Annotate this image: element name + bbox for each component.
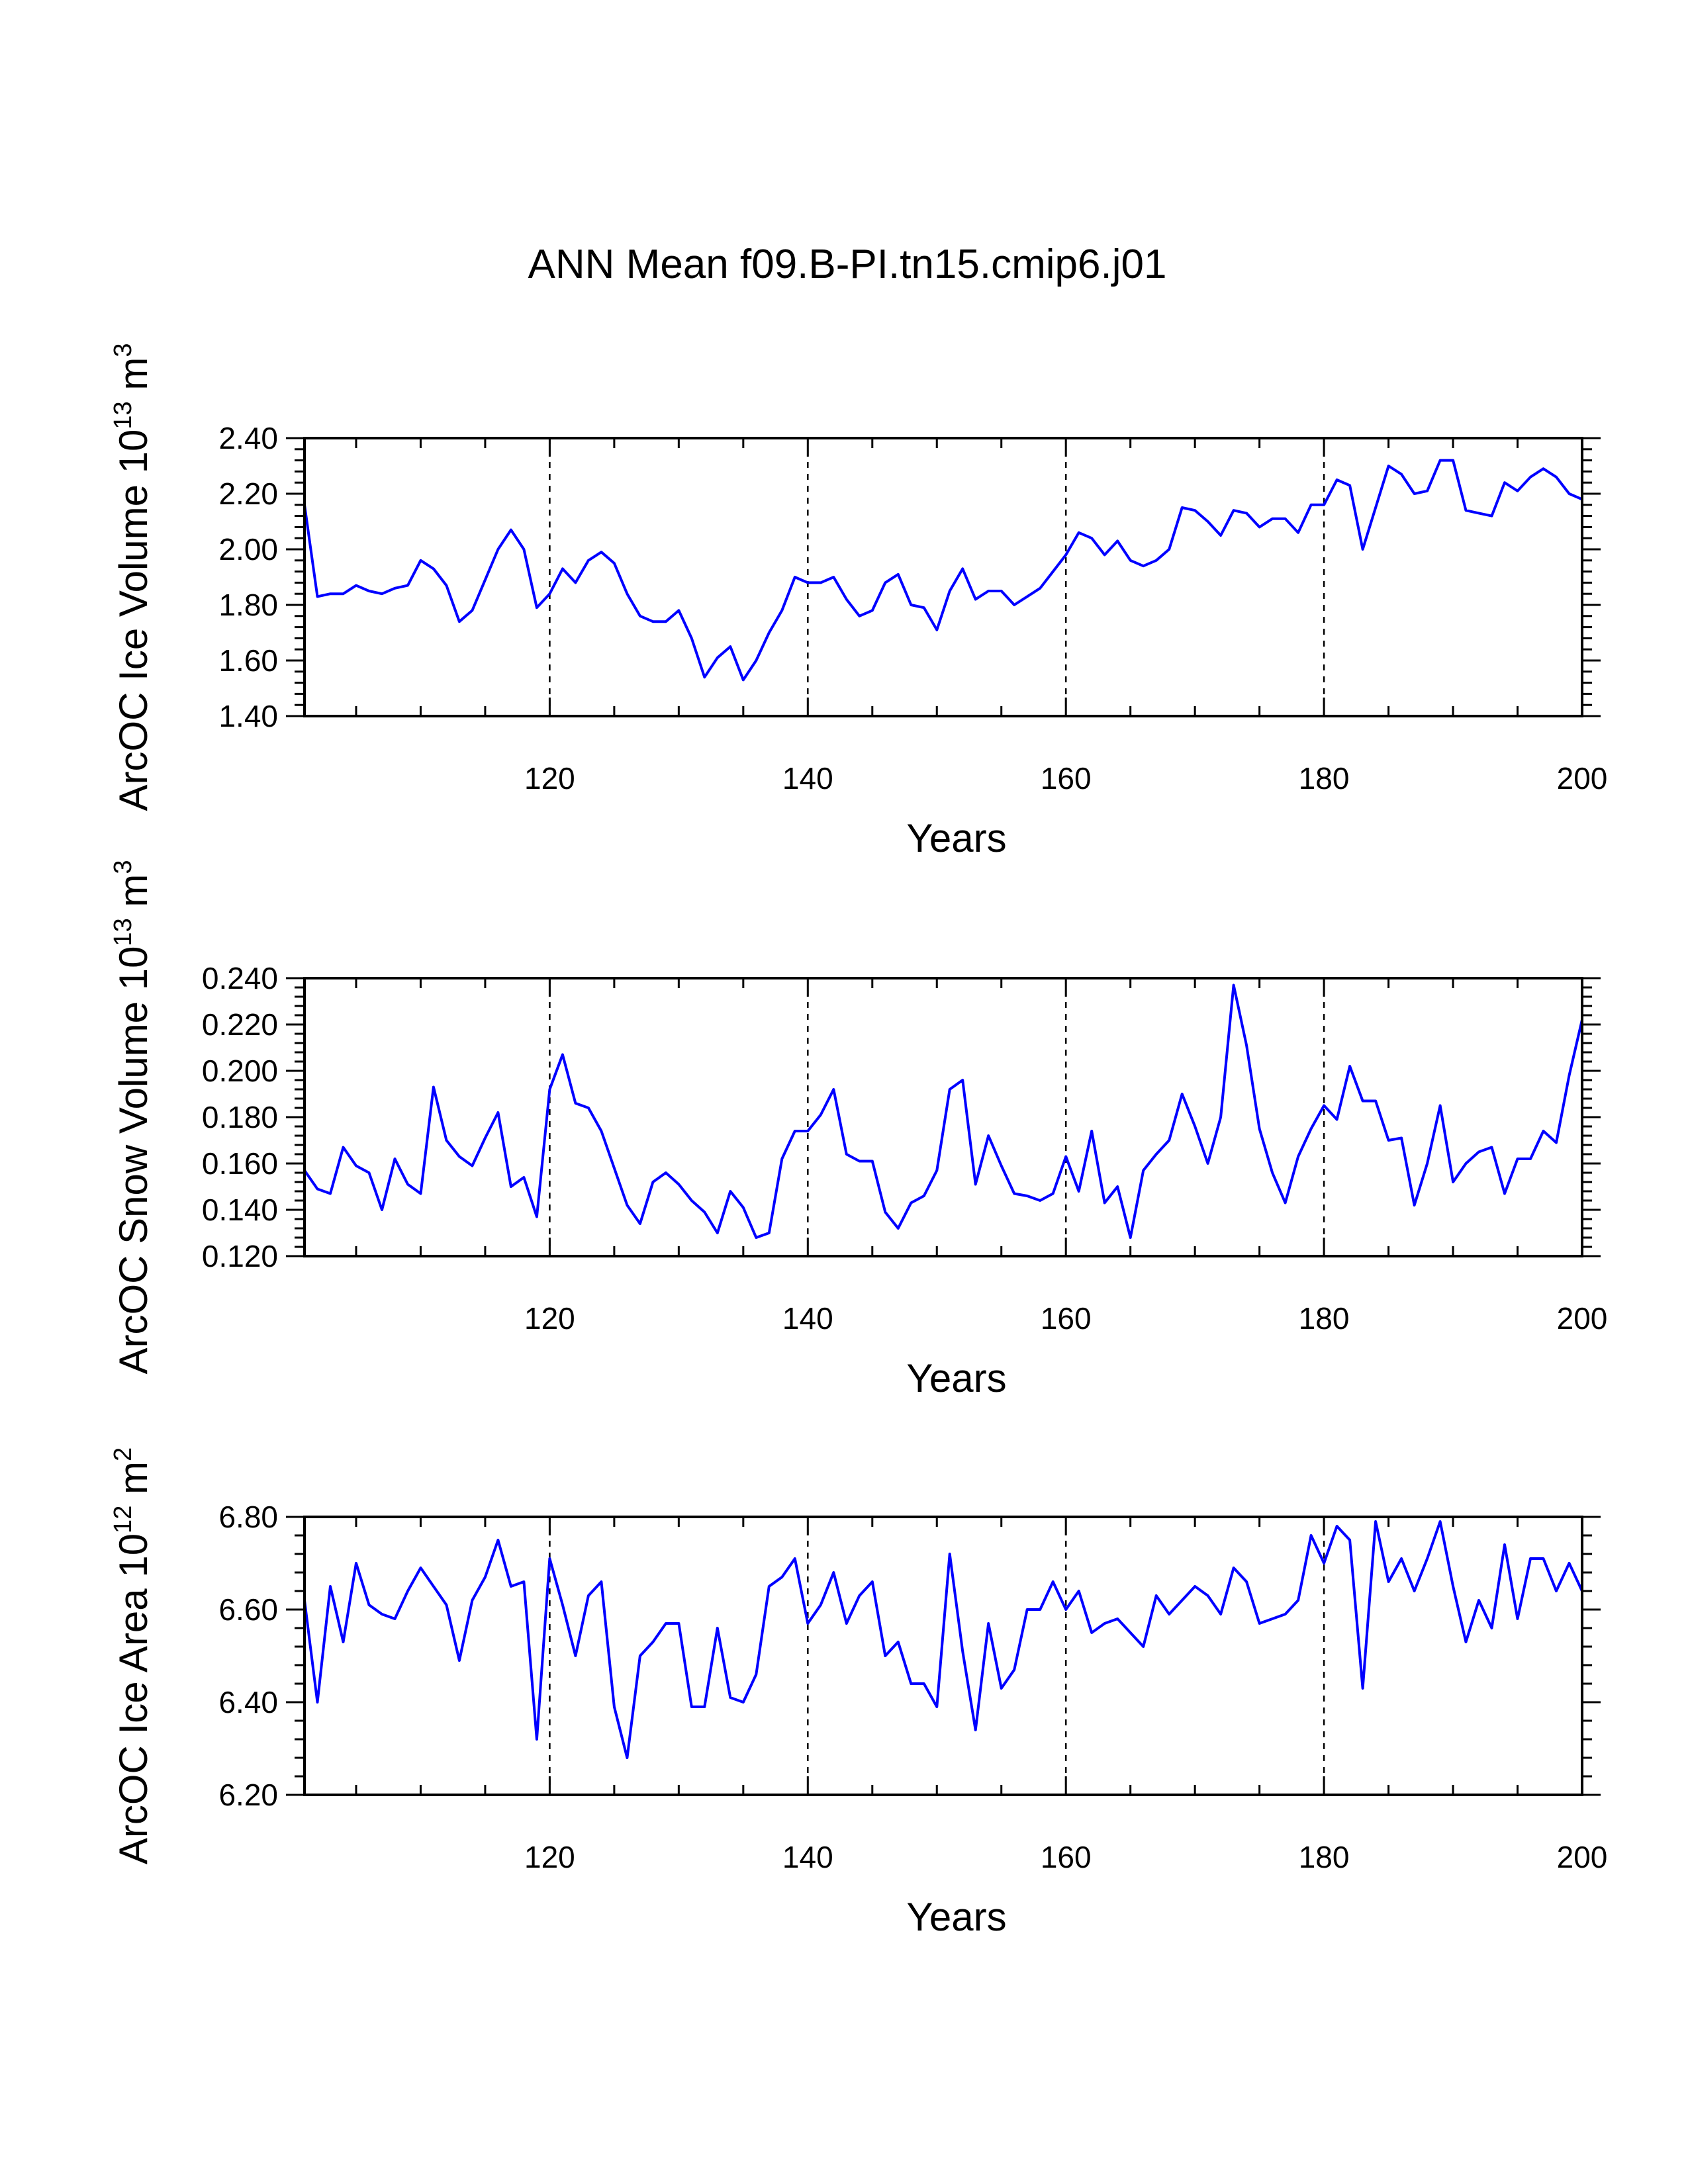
ice-area-y-title-base: ArcOC Ice Area 10 (111, 1533, 156, 1864)
ice-volume-y-tick-label: 1.40 (218, 699, 278, 733)
ice-area-x-tick-label: 140 (782, 1840, 833, 1874)
snow-volume-x-tick-label: 200 (1557, 1301, 1608, 1336)
ice-volume-y-tick-label: 2.40 (218, 421, 278, 455)
snow-volume-x-tick-label: 160 (1041, 1301, 1092, 1336)
ice-volume-y-tick-label: 1.80 (218, 588, 278, 622)
snow-volume-y-tick-label: 0.160 (202, 1146, 278, 1181)
ice-area-series-line (303, 1520, 1583, 1759)
snow-volume-y-axis-title: ArcOC Snow Volume 1013 m3 (109, 860, 156, 1374)
ice-area-y-title-exponent: 12 (109, 1506, 137, 1533)
ice-area-plot-frame (303, 1516, 1583, 1796)
ice-area-y-axis-title: ArcOC Ice Area 1012 m2 (109, 1447, 156, 1864)
ice-area-y-tick-label: 6.20 (218, 1778, 278, 1812)
figure-title: ANN Mean f09.B-PI.tn15.cmip6.j01 (528, 242, 1167, 287)
snow-volume-x-tick-label: 140 (782, 1301, 833, 1336)
ice-volume-y-tick-label: 2.00 (218, 532, 278, 567)
snow-volume-y-title-unit: m (111, 874, 156, 919)
snow-volume-y-tick-label: 0.180 (202, 1100, 278, 1134)
ice-volume-x-tick-label: 140 (782, 761, 833, 796)
snow-volume-y-title-exponent: 13 (109, 918, 137, 946)
snow-volume-y-tick-label: 0.120 (202, 1239, 278, 1273)
ice-area-panel: 120 140 160 180 200 6.20 6.40 6.60 6.80 Years ArcO… (109, 1447, 1607, 1939)
ice-area-y-tick-label: 6.40 (218, 1685, 278, 1719)
ice-volume-x-axis-title: Years (906, 816, 1006, 860)
snow-volume-x-tick-label: 120 (524, 1301, 575, 1336)
ice-volume-y-title-base: ArcOC Ice Volume 10 (111, 430, 156, 811)
snow-volume-y-tick-label: 0.140 (202, 1193, 278, 1227)
snow-volume-y-tick-label: 0.220 (202, 1007, 278, 1042)
ice-area-y-tick-label: 6.80 (218, 1500, 278, 1534)
ice-volume-y-title-unit: m (111, 357, 156, 402)
ice-area-x-axis-title: Years (906, 1895, 1006, 1939)
snow-volume-panel: 120 140 160 180 200 0.120 0.140 0.160 0.180 0.200… (109, 860, 1607, 1400)
snow-volume-x-tick-label: 180 (1299, 1301, 1350, 1336)
ice-volume-x-tick-label: 160 (1041, 761, 1092, 796)
ice-volume-x-tick-label: 200 (1557, 761, 1608, 796)
snow-volume-y-title-base: ArcOC Snow Volume 10 (111, 946, 156, 1375)
ice-volume-series-line (303, 459, 1583, 682)
ice-volume-plot-frame (303, 437, 1583, 717)
ice-volume-panel: 120 140 160 180 200 1.40 1.60 1.80 2.00 2.20 2.40 Y… (109, 343, 1607, 861)
ice-area-x-tick-label: 180 (1299, 1840, 1350, 1874)
snow-volume-y-tick-label: 0.200 (202, 1054, 278, 1088)
ice-volume-y-title-unit-exponent: 3 (109, 343, 137, 357)
ice-volume-y-tick-label: 2.20 (218, 477, 278, 511)
ice-volume-y-tick-label: 1.60 (218, 643, 278, 678)
ice-area-x-tick-label: 200 (1557, 1840, 1608, 1874)
ice-area-x-tick-label: 160 (1041, 1840, 1092, 1874)
ice-area-y-title-unit-exponent: 2 (109, 1447, 137, 1461)
snow-volume-x-axis-title: Years (906, 1356, 1006, 1400)
ice-volume-y-title-exponent: 13 (109, 401, 137, 429)
snow-volume-y-tick-label: 0.240 (202, 961, 278, 995)
ice-volume-x-tick-label: 180 (1299, 761, 1350, 796)
ice-area-y-tick-label: 6.60 (218, 1592, 278, 1627)
snow-volume-series-line (303, 983, 1583, 1239)
ice-area-x-tick-label: 120 (524, 1840, 575, 1874)
ice-volume-x-tick-label: 120 (524, 761, 575, 796)
ice-volume-y-axis-title: ArcOC Ice Volume 1013 m3 (109, 343, 156, 811)
snow-volume-y-title-unit-exponent: 3 (109, 860, 137, 874)
ice-area-y-title-unit: m (111, 1461, 156, 1506)
